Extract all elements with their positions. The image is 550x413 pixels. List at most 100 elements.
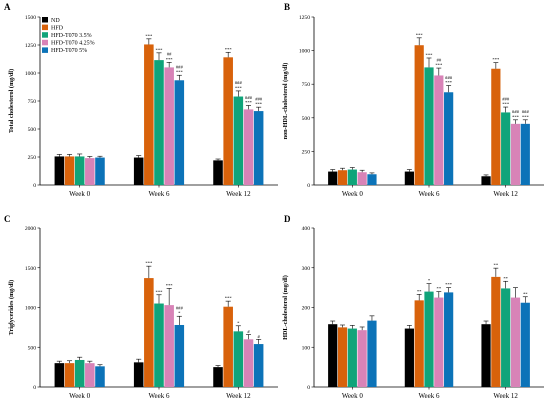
significance-label: ### <box>255 96 263 101</box>
legend-label: HFD-T070 4.25% <box>51 41 95 47</box>
legend-label: HFD <box>51 25 64 31</box>
significance-label: ** <box>417 289 422 294</box>
x-tick-label: Week 6 <box>418 392 440 400</box>
bar <box>424 291 434 387</box>
bar <box>328 324 338 387</box>
bar <box>434 75 444 185</box>
bars: *********##***###******###***###***### <box>328 32 530 185</box>
bar <box>520 302 530 387</box>
bar <box>154 60 164 186</box>
y-tick-label: 1000 <box>25 306 36 312</box>
chart-panel-b: B 0 250 500 750 1000 1250 non-HDL-cholesterol (… <box>282 2 544 198</box>
bar <box>424 67 434 185</box>
significance-label: # <box>257 334 260 339</box>
bar <box>357 330 367 387</box>
legend-swatch <box>42 17 48 23</box>
bar <box>481 176 491 185</box>
significance-label: ### <box>176 65 184 70</box>
x-tick-label: Week 0 <box>69 392 91 400</box>
y-tick-label: 1500 <box>25 266 36 272</box>
y-tick-label: 0 <box>33 183 36 189</box>
bar <box>144 278 154 387</box>
bar <box>481 324 491 387</box>
significance-label: *** <box>492 57 500 62</box>
bar <box>520 123 530 185</box>
x-tick-label: Week 6 <box>148 392 170 400</box>
bars: *********##***###******###***###***### <box>54 33 264 186</box>
bar <box>174 80 185 185</box>
significance-label: ### <box>176 306 184 311</box>
bar <box>154 303 164 387</box>
x-tick-label: Week 12 <box>226 392 251 400</box>
x-tick-label: Week 0 <box>342 190 364 198</box>
significance-label: *** <box>156 289 164 294</box>
significance-label: ### <box>235 80 243 85</box>
y-tick-label: 0 <box>307 183 310 189</box>
significance-label: *** <box>416 32 424 37</box>
significance-label: *** <box>502 102 510 107</box>
y-tick-label: 1000 <box>25 71 36 77</box>
legend-label: HFD-T070 5% <box>51 48 87 54</box>
y-tick-label: 250 <box>28 155 37 161</box>
significance-label: ### <box>522 109 530 114</box>
y-tick-label: 500 <box>302 116 311 122</box>
significance-label: *** <box>235 85 243 90</box>
y-tick-label: 500 <box>28 345 37 351</box>
significance-label: * <box>178 311 181 316</box>
bar <box>54 363 65 387</box>
y-axis-label: non-HDL-cholesterol (mg/dl) <box>282 63 289 140</box>
significance-label: *** <box>245 100 253 105</box>
legend-label: ND <box>51 18 60 24</box>
bar <box>328 171 338 185</box>
bar <box>404 171 414 185</box>
significance-label: *** <box>426 52 434 57</box>
significance-label: *** <box>166 57 174 62</box>
x-tick-label: Week 0 <box>69 190 91 198</box>
panel-letter: B <box>284 2 290 12</box>
bar <box>164 305 174 387</box>
y-axis-label: HDL-cholesterol (mg/dl) <box>282 275 289 340</box>
bar <box>213 160 223 185</box>
chart-panel-a: A 0 250 500 750 1000 1250 1500 Total cholesterol… <box>4 2 278 198</box>
bar <box>164 67 174 185</box>
significance-label: ## <box>167 52 172 57</box>
bar <box>243 109 254 185</box>
significance-label: ** <box>437 286 442 291</box>
y-axis-label: Triglycerides (mg/dl) <box>8 280 15 335</box>
y-tick-label: 0 <box>307 385 310 391</box>
bar <box>414 45 424 185</box>
y-tick-label: 200 <box>302 306 311 312</box>
bar <box>357 172 367 185</box>
significance-label: * <box>237 320 240 325</box>
bar <box>223 306 233 387</box>
y-tick-label: 2000 <box>25 226 36 232</box>
bar <box>95 157 105 185</box>
y-tick-label: 1250 <box>25 43 36 49</box>
x-tick-label: Week 12 <box>493 190 518 198</box>
bar <box>174 324 185 387</box>
legend-swatch <box>42 47 48 53</box>
significance-label: *** <box>145 261 153 266</box>
panel-letter: A <box>4 2 11 12</box>
x-tick-label: Week 0 <box>342 392 364 400</box>
significance-label: *** <box>176 70 184 75</box>
bar <box>95 366 105 387</box>
bar <box>337 170 348 185</box>
bar <box>243 339 254 387</box>
y-tick-label: 750 <box>28 99 37 105</box>
x-tick-label: Week 6 <box>418 190 440 198</box>
y-tick-label: 100 <box>302 345 311 351</box>
bar <box>444 292 454 387</box>
bar <box>64 156 75 185</box>
significance-label: ** <box>523 291 528 296</box>
bar <box>74 156 85 185</box>
bar <box>233 96 244 185</box>
x-tick-label: Week 12 <box>493 392 518 400</box>
bar <box>367 320 377 387</box>
significance-label: *** <box>145 33 153 38</box>
bar <box>64 363 75 387</box>
